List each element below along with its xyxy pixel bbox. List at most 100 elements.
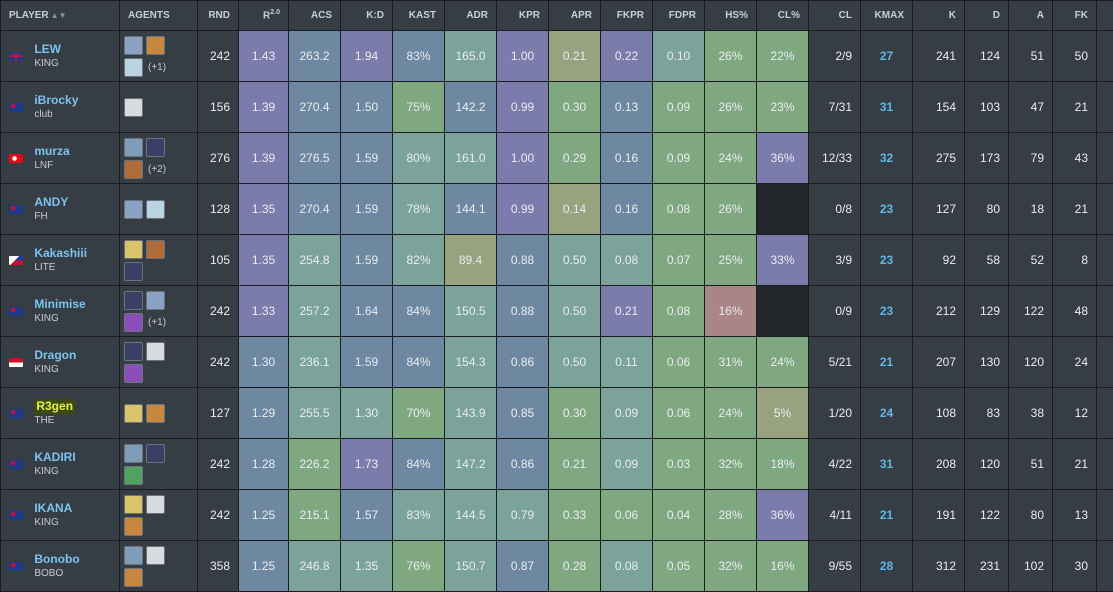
kmax-link[interactable]: 21 (861, 490, 913, 541)
kast-cell: 75% (393, 82, 445, 133)
cl-cell: 1/20 (809, 388, 861, 439)
acs-cell: 276.5 (289, 133, 341, 184)
fk-cell: 30 (1053, 541, 1097, 592)
col-header-fk[interactable]: FK (1053, 1, 1097, 31)
col-header-cl[interactable]: CL (809, 1, 861, 31)
col-header-clpct[interactable]: CL% (757, 1, 809, 31)
col-header-kpr[interactable]: KPR (497, 1, 549, 31)
d-cell: 173 (965, 133, 1009, 184)
rnd-cell: 128 (198, 184, 239, 235)
col-header-k[interactable]: K (913, 1, 965, 31)
fdpr-cell: 0.05 (653, 541, 705, 592)
col-header-kmax[interactable]: KMAX (861, 1, 913, 31)
kast-cell: 83% (393, 31, 445, 82)
kd-cell: 1.59 (341, 337, 393, 388)
col-header-fkpr[interactable]: FKPR (601, 1, 653, 31)
col-header-acs[interactable]: ACS (289, 1, 341, 31)
adr-cell: 89.4 (445, 235, 497, 286)
cl-cell: 0/9 (809, 286, 861, 337)
kmax-link[interactable]: 32 (861, 133, 913, 184)
fk-cell: 48 (1053, 286, 1097, 337)
player-name-link[interactable]: ANDY (34, 195, 68, 210)
col-header-player[interactable]: PLAYER▲▼ (1, 1, 120, 31)
hs-cell: 32% (705, 541, 757, 592)
player-name-link[interactable]: IKANA (34, 501, 72, 516)
more-agents-count[interactable]: (+1) (148, 317, 166, 328)
col-header-adr[interactable]: ADR (445, 1, 497, 31)
omen-icon (146, 444, 165, 463)
kmax-link[interactable]: 23 (861, 286, 913, 337)
hs-cell: 25% (705, 235, 757, 286)
player-name-link[interactable]: murza (34, 144, 69, 159)
player-name-link[interactable]: LEW (34, 42, 61, 57)
kpr-cell: 0.79 (497, 490, 549, 541)
player-name-link[interactable]: Kakashiii (34, 246, 87, 261)
player-team: KING (34, 465, 75, 479)
flag-au-icon (9, 562, 23, 571)
col-header-hs[interactable]: HS% (705, 1, 757, 31)
col-header-rnd[interactable]: RND (198, 1, 239, 31)
omen-icon (124, 291, 143, 310)
kmax-link[interactable]: 21 (861, 337, 913, 388)
rnd-cell: 358 (198, 541, 239, 592)
agents-cell (120, 388, 198, 439)
kast-cell: 76% (393, 541, 445, 592)
col-header-kast[interactable]: KAST (393, 1, 445, 31)
hs-cell: 31% (705, 337, 757, 388)
rnd-cell: 276 (198, 133, 239, 184)
kmax-link[interactable]: 31 (861, 439, 913, 490)
rating-cell: 1.28 (239, 439, 289, 490)
kmax-link[interactable]: 28 (861, 541, 913, 592)
sova-icon (124, 444, 143, 463)
cypher-icon (124, 98, 143, 117)
player-name-link[interactable]: Bonobo (34, 552, 79, 567)
cl-cell: 7/31 (809, 82, 861, 133)
player-team: KING (34, 363, 76, 377)
omen-icon (124, 262, 143, 281)
fkpr-cell: 0.22 (601, 31, 653, 82)
rnd-cell: 242 (198, 337, 239, 388)
player-name-link[interactable]: Dragon (34, 348, 76, 363)
fk-cell: 21 (1053, 82, 1097, 133)
kmax-link[interactable]: 31 (861, 82, 913, 133)
fd-cell (1097, 235, 1113, 286)
adr-cell: 161.0 (445, 133, 497, 184)
clpct-cell: 33% (757, 235, 809, 286)
player-name-link[interactable]: KADIRI (34, 450, 75, 465)
fd-cell (1097, 337, 1113, 388)
flag-au-icon (9, 103, 23, 112)
more-agents-count[interactable]: (+2) (148, 164, 166, 175)
player-name-link[interactable]: Minimise (34, 297, 85, 312)
kmax-link[interactable]: 23 (861, 235, 913, 286)
sova-icon (124, 138, 143, 157)
player-name-link[interactable]: R3gen (34, 399, 75, 414)
kpr-cell: 0.86 (497, 337, 549, 388)
hs-cell: 24% (705, 133, 757, 184)
more-agents-count[interactable]: (+1) (148, 62, 166, 73)
col-header-kd[interactable]: K:D (341, 1, 393, 31)
cl-cell: 4/11 (809, 490, 861, 541)
col-header-d[interactable]: D (965, 1, 1009, 31)
k-cell: 212 (913, 286, 965, 337)
col-header-fdpr[interactable]: FDPR (653, 1, 705, 31)
cl-cell: 5/21 (809, 337, 861, 388)
kmax-link[interactable]: 27 (861, 31, 913, 82)
kmax-link[interactable]: 24 (861, 388, 913, 439)
agents-cell: (+2) (120, 133, 198, 184)
rnd-cell: 127 (198, 388, 239, 439)
hs-cell: 28% (705, 490, 757, 541)
jett-icon (146, 291, 165, 310)
player-name-link[interactable]: iBrocky (34, 93, 78, 108)
kd-cell: 1.59 (341, 184, 393, 235)
col-header-rating[interactable]: R2.0 (239, 1, 289, 31)
player-cell: murza LNF (1, 133, 120, 184)
acs-cell: 246.8 (289, 541, 341, 592)
kmax-link[interactable]: 23 (861, 184, 913, 235)
clpct-cell: 36% (757, 490, 809, 541)
a-cell: 122 (1009, 286, 1053, 337)
col-header-apr[interactable]: APR (549, 1, 601, 31)
col-header-a[interactable]: A (1009, 1, 1053, 31)
kpr-cell: 0.86 (497, 439, 549, 490)
